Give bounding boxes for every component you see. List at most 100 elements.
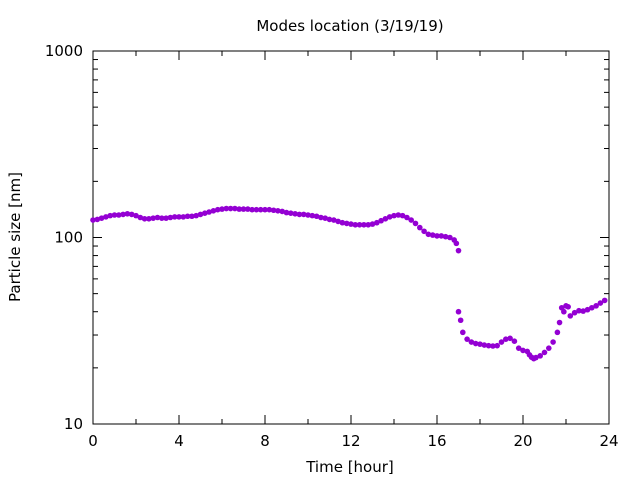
- data-point: [116, 212, 122, 218]
- x-axis-title: Time [hour]: [305, 458, 394, 476]
- data-point: [107, 212, 113, 219]
- data-point: [361, 221, 367, 228]
- data-point: [374, 219, 380, 226]
- data-point: [453, 240, 460, 247]
- data-point: [391, 212, 397, 219]
- data-point: [556, 319, 563, 326]
- data-point: [378, 217, 384, 224]
- data-point: [369, 221, 376, 227]
- data-point: [494, 342, 501, 349]
- data-point: [176, 214, 182, 220]
- data-point: [485, 342, 492, 349]
- data-point: [352, 221, 359, 228]
- data-point: [300, 211, 307, 218]
- data-point: [253, 206, 260, 213]
- data-point: [537, 353, 543, 359]
- data-point: [455, 247, 462, 254]
- data-point: [305, 212, 311, 218]
- data-point: [120, 211, 126, 218]
- y-tick-label: 10: [64, 415, 83, 433]
- data-point: [128, 211, 135, 218]
- data-point: [171, 214, 178, 220]
- data-point: [279, 208, 286, 215]
- data-point: [490, 343, 496, 349]
- data-point: [386, 214, 393, 220]
- data-point: [365, 221, 372, 228]
- data-point: [447, 234, 453, 241]
- data-point: [98, 215, 105, 221]
- data-point: [576, 307, 582, 314]
- data-point: [296, 211, 303, 218]
- data-point: [266, 206, 273, 213]
- data-point: [382, 215, 389, 222]
- y-tick-labels: 10 100 1000: [45, 42, 83, 433]
- data-point: [240, 206, 247, 212]
- data-point: [507, 335, 513, 342]
- data-point: [219, 206, 225, 212]
- x-tick-label: 0: [88, 432, 98, 450]
- data-point: [193, 212, 199, 219]
- data-point: [292, 210, 298, 217]
- data-point: [561, 308, 567, 315]
- data-point: [283, 209, 290, 216]
- data-point: [214, 206, 221, 213]
- data-point: [343, 220, 350, 227]
- data-point: [189, 213, 195, 220]
- data-point: [154, 214, 161, 221]
- data-point: [309, 212, 316, 219]
- data-point: [546, 345, 552, 351]
- y-axis-title: Particle size [nm]: [6, 172, 24, 302]
- x-tick-labels: 0 4 8 12 16 20 24: [88, 432, 618, 450]
- data-point: [262, 206, 268, 213]
- data-point: [468, 339, 475, 345]
- data-point: [425, 231, 432, 238]
- data-point: [550, 339, 556, 345]
- data-point: [565, 304, 571, 310]
- data-point: [399, 212, 406, 219]
- data-point: [460, 329, 466, 336]
- data-point: [335, 218, 341, 225]
- data-point: [232, 205, 238, 212]
- data-point: [412, 220, 419, 227]
- data-point: [133, 212, 139, 219]
- data-point: [457, 317, 464, 324]
- data-markers: [90, 205, 608, 362]
- plot-frame: [92, 50, 610, 425]
- x-tick-label: 12: [341, 432, 360, 450]
- y-tick-label: 1000: [45, 42, 83, 60]
- data-point: [245, 206, 251, 212]
- x-tick-label: 16: [427, 432, 446, 450]
- y-tick-label: 100: [54, 229, 83, 247]
- data-point: [434, 233, 440, 239]
- data-point: [146, 215, 152, 222]
- x-tick-label: 8: [260, 432, 270, 450]
- data-point: [589, 304, 595, 311]
- data-point: [167, 214, 174, 221]
- data-point: [593, 303, 599, 309]
- data-point: [313, 213, 320, 220]
- axis-ticks: [92, 50, 610, 425]
- data-point: [498, 339, 505, 345]
- data-point: [356, 221, 363, 228]
- data-point: [571, 309, 578, 316]
- data-point: [601, 297, 608, 304]
- data-point: [429, 232, 436, 238]
- data-point: [464, 336, 470, 342]
- data-point: [477, 341, 483, 347]
- data-point: [249, 206, 255, 213]
- data-point: [227, 205, 234, 212]
- x-tick-label: 20: [513, 432, 532, 450]
- data-point: [455, 308, 462, 315]
- data-point: [331, 217, 337, 223]
- data-point: [206, 209, 212, 215]
- data-point: [554, 329, 561, 336]
- data-point: [438, 233, 445, 239]
- chart-title: Modes location (3/19/19): [256, 17, 443, 35]
- data-point: [210, 208, 217, 214]
- data-point: [395, 212, 402, 218]
- data-point: [515, 345, 522, 351]
- data-point: [417, 224, 423, 231]
- data-point: [257, 206, 264, 213]
- data-point: [275, 208, 281, 214]
